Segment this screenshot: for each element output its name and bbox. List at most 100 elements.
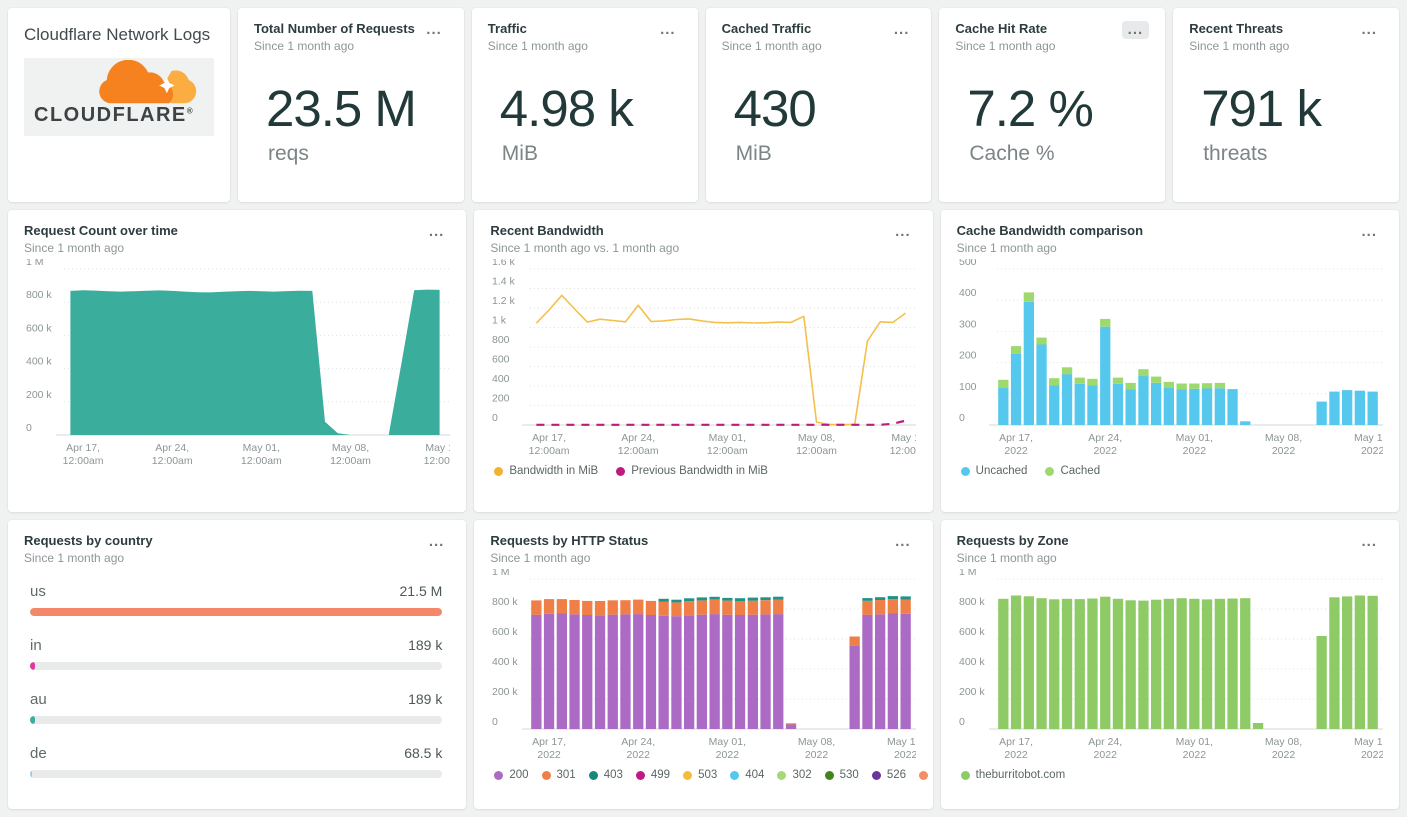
cloudflare-wordmark: CLOUDFLARE® — [34, 104, 195, 127]
svg-text:2022: 2022 — [1182, 749, 1206, 761]
svg-text:500: 500 — [959, 259, 977, 268]
chart-legend: theburritobot.com — [957, 769, 1383, 781]
legend-item-previous-bandwidth-in-mib[interactable]: Previous Bandwidth in MiB — [616, 465, 768, 477]
legend-item-403[interactable]: 403 — [588, 769, 623, 781]
country-bar-track — [30, 770, 443, 779]
country-bar-fill — [30, 662, 35, 671]
logo-card: Cloudflare Network Logs CLOUDFLARE® — [8, 8, 230, 202]
legend-dot-icon — [616, 466, 626, 476]
svg-text:2022: 2022 — [538, 749, 562, 761]
panel-menu-button[interactable]: ... — [420, 21, 448, 39]
panel-timerange: Since 1 month ago — [1189, 39, 1290, 54]
billboard-row: Cloudflare Network Logs CLOUDFLARE® Tota… — [8, 8, 1399, 202]
country-row-in[interactable]: in 189 k — [30, 637, 443, 671]
legend-dot-icon — [960, 466, 970, 476]
svg-text:May 01,: May 01, — [709, 432, 746, 444]
country-row-au[interactable]: au 189 k — [30, 691, 443, 725]
billboard-value: 7.2 % — [967, 80, 1093, 138]
svg-text:2022: 2022 — [805, 749, 829, 761]
request-count-panel: Request Count over time Since 1 month ag… — [8, 210, 467, 512]
legend-item-530[interactable]: 530 — [824, 769, 859, 781]
svg-text:2022: 2022 — [1361, 445, 1383, 457]
panel-menu-button[interactable]: ... — [889, 223, 917, 241]
svg-text:400: 400 — [492, 373, 510, 385]
country-row-de[interactable]: de 68.5 k — [30, 745, 443, 779]
legend-label: Bandwidth in MiB — [509, 465, 599, 478]
panel-menu-button[interactable]: ... — [1355, 533, 1383, 551]
svg-text:1 M: 1 M — [492, 569, 510, 578]
svg-text:1.4 k: 1.4 k — [492, 276, 516, 288]
billboard-unit: reqs — [268, 142, 309, 166]
panel-menu-button[interactable]: ... — [1355, 223, 1383, 241]
legend-label: Cached — [1060, 465, 1101, 478]
legend-item-uncached[interactable]: Uncached — [960, 465, 1027, 477]
legend-item-200[interactable]: 200 — [494, 769, 529, 781]
panel-title: Traffic — [487, 21, 527, 36]
legend-item-bandwidth-in-mib[interactable]: Bandwidth in MiB — [494, 465, 598, 477]
panel-timerange: Since 1 month ago — [487, 39, 588, 54]
svg-text:0: 0 — [959, 412, 965, 424]
panel-menu-button[interactable]: ... — [889, 533, 917, 551]
legend-item-526[interactable]: 526 — [871, 769, 906, 781]
svg-text:12:00am: 12:00am — [618, 445, 659, 457]
panel-menu-button[interactable]: ... — [1121, 21, 1150, 39]
legend-item-404[interactable]: 404 — [730, 769, 764, 781]
svg-text:Apr 24,: Apr 24, — [622, 432, 656, 444]
registered-mark: ® — [186, 106, 195, 116]
legend-item-cached[interactable]: Cached — [1045, 465, 1100, 477]
svg-text:800: 800 — [492, 334, 510, 346]
panel-timerange: Since 1 month ago — [955, 39, 1056, 54]
legend-item-524[interactable]: 524 — [919, 769, 933, 781]
svg-text:May 08,: May 08, — [1264, 432, 1301, 444]
panel-menu-button[interactable]: ... — [423, 223, 451, 241]
svg-text:200 k: 200 k — [492, 686, 518, 698]
svg-text:100: 100 — [959, 381, 977, 393]
svg-text:May 08,: May 08, — [332, 442, 369, 454]
legend-dot-icon — [730, 770, 740, 780]
legend-item-503[interactable]: 503 — [683, 769, 717, 781]
cloudflare-cloud-icon — [99, 60, 197, 104]
country-row-us[interactable]: us 21.5 M — [30, 583, 443, 617]
svg-text:May 08,: May 08, — [1264, 736, 1301, 748]
billboard-value: 791 k — [1201, 80, 1322, 138]
legend-item-499[interactable]: 499 — [635, 769, 671, 782]
legend-item-theburritobot-com[interactable]: theburritobot.com — [960, 769, 1065, 781]
svg-text:12:00a: 12:00a — [424, 455, 450, 467]
legend-dot-icon — [960, 770, 970, 780]
svg-text:1.2 k: 1.2 k — [492, 295, 516, 307]
svg-text:0: 0 — [26, 422, 32, 434]
legend-dot-icon — [494, 466, 504, 476]
panel-title: Total Number of Requests — [254, 21, 415, 36]
svg-text:May 08,: May 08, — [798, 736, 835, 748]
panel-title: Request Count over time — [24, 223, 178, 238]
billboard-recent-threats: Recent Threats Since 1 month ago ... 791… — [1173, 8, 1399, 202]
panel-menu-button[interactable]: ... — [1355, 21, 1383, 39]
panel-menu-button[interactable]: ... — [654, 21, 682, 39]
panel-menu-button[interactable]: ... — [888, 21, 916, 39]
legend-item-301[interactable]: 301 — [541, 769, 576, 781]
country-value: 68.5 k — [404, 745, 443, 762]
svg-text:200 k: 200 k — [959, 686, 985, 698]
svg-text:0: 0 — [492, 412, 498, 424]
legend-item-302[interactable]: 302 — [777, 769, 812, 781]
svg-text:12:00am: 12:00am — [152, 455, 193, 467]
chart-legend: Uncached Cached — [957, 465, 1383, 477]
svg-text:400 k: 400 k — [26, 356, 52, 368]
country-value: 189 k — [408, 691, 443, 708]
legend-label: 499 — [650, 769, 671, 782]
country-value: 21.5 M — [399, 583, 443, 600]
country-bar-fill — [30, 608, 443, 617]
svg-text:Apr 24,: Apr 24, — [622, 736, 656, 748]
legend-dot-icon — [494, 770, 504, 780]
panel-title: Cache Hit Rate — [955, 21, 1048, 36]
svg-text:2022: 2022 — [1004, 445, 1028, 457]
svg-text:May 15,: May 15, — [1354, 736, 1383, 748]
panel-timerange: Since 1 month ago vs. 1 month ago — [490, 241, 680, 256]
panel-title: Requests by country — [24, 533, 153, 548]
panel-menu-button[interactable]: ... — [423, 533, 451, 551]
